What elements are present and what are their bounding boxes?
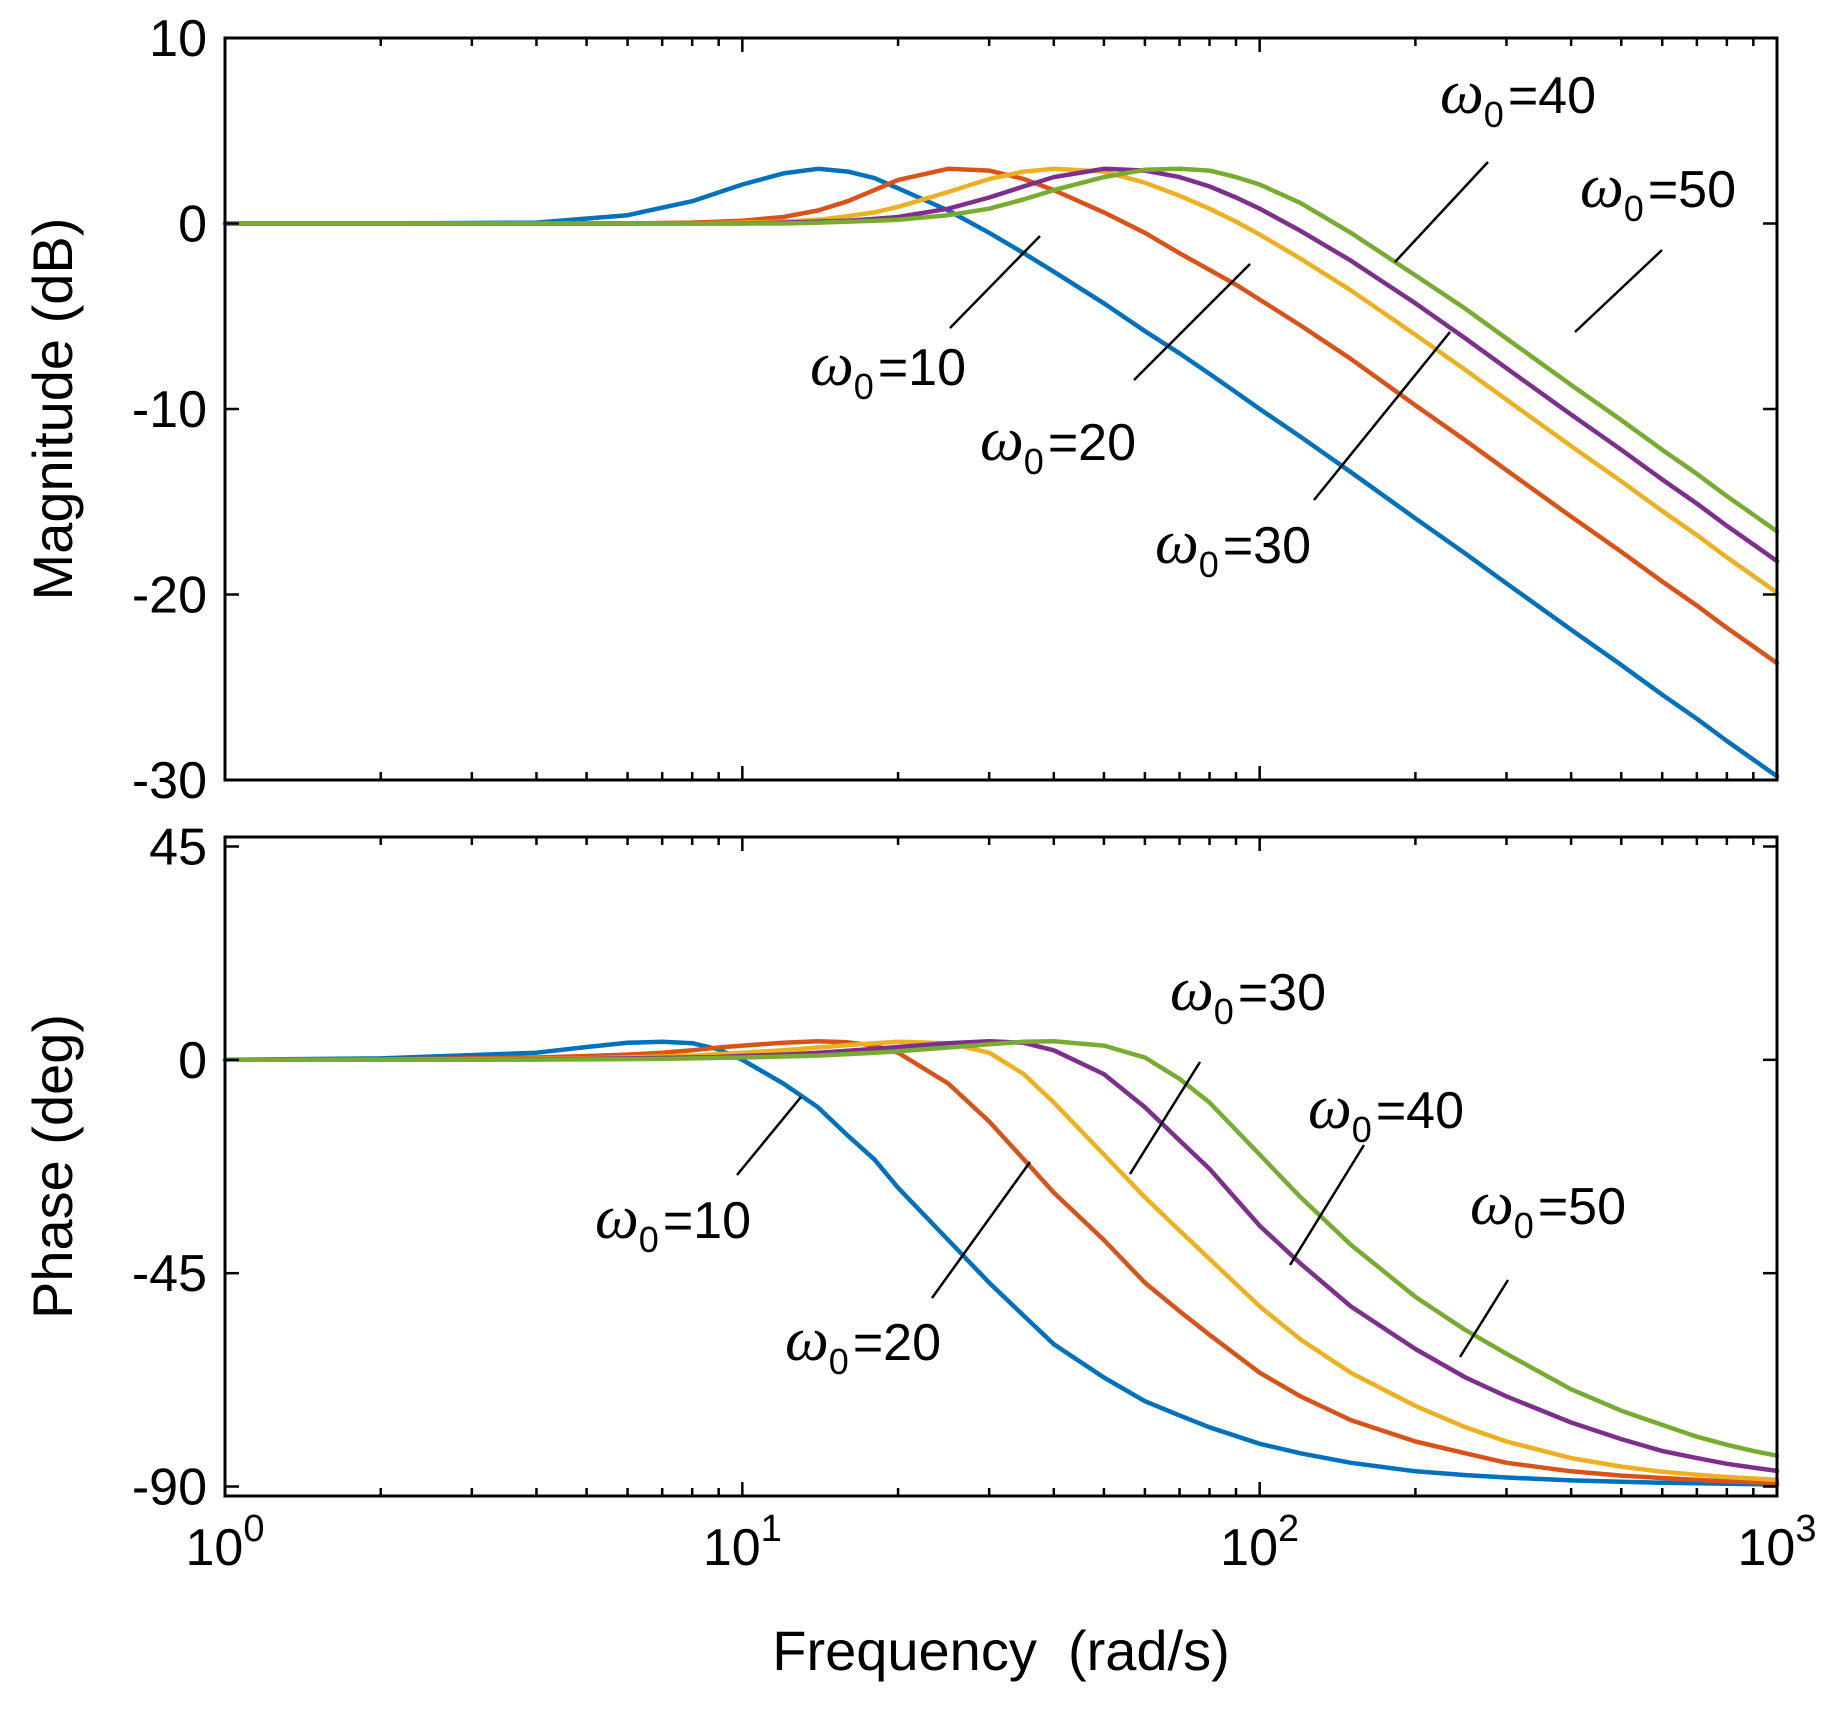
mag-y-tick-label: -10: [132, 381, 207, 439]
ph-series-w0-40: [222, 1039, 1780, 1474]
ph-leader-w0-20: [930, 1161, 1032, 1299]
mag-annotation-w0-50: ω0=50: [1580, 153, 1736, 229]
ph-annotation-w0-30: ω0=30: [1170, 956, 1326, 1032]
ph-series-w0-20: [222, 1039, 1780, 1485]
ph-leader-w0-40: [1288, 1144, 1366, 1266]
ph-annotation-w0-10: ω0=10: [595, 1184, 751, 1260]
mag-leader-w0-20: [1133, 263, 1251, 381]
ph-annotation-w0-20: ω0=20: [785, 1306, 941, 1382]
ph-series-w0-10: [222, 1039, 1780, 1487]
magnitude-annotation-leaders: [949, 161, 1663, 501]
magnitude-y-axis-label: Magnitude (dB): [21, 218, 84, 601]
ph-leader-w0-50: [1458, 1279, 1510, 1358]
x-tick-label: 101: [703, 1508, 782, 1577]
ph-leader-w0-30: [1128, 1061, 1202, 1175]
mag-annotation-w0-20: ω0=20: [980, 406, 1136, 482]
mag-leader-w0-50: [1574, 249, 1663, 333]
ph-series-w0-50: [222, 1039, 1780, 1458]
ph-y-tick-label: -90: [132, 1459, 207, 1517]
mag-y-tick-label: -30: [132, 752, 207, 810]
mag-series-w0-20: [222, 166, 1780, 666]
ph-leader-w0-10: [736, 1096, 802, 1176]
mag-series-w0-30: [222, 166, 1780, 595]
mag-annotation-w0-10: ω0=10: [810, 331, 966, 407]
phase-ticks: 45 0 -45 -90: [132, 818, 1777, 1517]
ph-annotation-w0-40: ω0=40: [1308, 1074, 1464, 1150]
mag-y-tick-label: 0: [178, 196, 207, 254]
magnitude-axes-frame: [223, 36, 1779, 782]
mag-leader-w0-40: [1394, 161, 1489, 263]
mag-leader-w0-10: [949, 235, 1041, 329]
mag-annotation-w0-30: ω0=30: [1155, 509, 1311, 585]
magnitude-ticks: 10 0 -10 -20 -30: [132, 10, 1777, 810]
frequency-tick-labels: 100 101 102 103: [186, 1508, 1817, 1577]
x-tick-label: 100: [186, 1508, 265, 1577]
mag-leader-w0-30: [1313, 331, 1451, 501]
ph-series-w0-30: [222, 1039, 1780, 1483]
mag-series-w0-10: [222, 166, 1780, 779]
ph-y-tick-label: 45: [149, 818, 207, 876]
x-tick-label: 103: [1738, 1508, 1817, 1577]
ph-y-tick-label: 0: [178, 1032, 207, 1090]
mag-annotation-w0-40: ω0=40: [1440, 59, 1596, 135]
mag-series-w0-50: [222, 166, 1780, 534]
ph-annotation-w0-50: ω0=50: [1470, 1170, 1626, 1246]
mag-y-tick-label: -20: [132, 567, 207, 625]
phase-y-axis-label: Phase (deg): [21, 1014, 84, 1319]
phase-axes-frame: [223, 835, 1779, 1498]
frequency-x-axis-label: Frequency (rad/s): [772, 1619, 1230, 1682]
phase-series-group: [222, 1039, 1780, 1487]
x-tick-label: 102: [1220, 1508, 1299, 1577]
magnitude-series-group: [222, 166, 1780, 779]
ph-y-tick-label: -45: [132, 1245, 207, 1303]
mag-y-tick-label: 10: [149, 10, 207, 68]
phase-annotation-leaders: [736, 1061, 1510, 1358]
